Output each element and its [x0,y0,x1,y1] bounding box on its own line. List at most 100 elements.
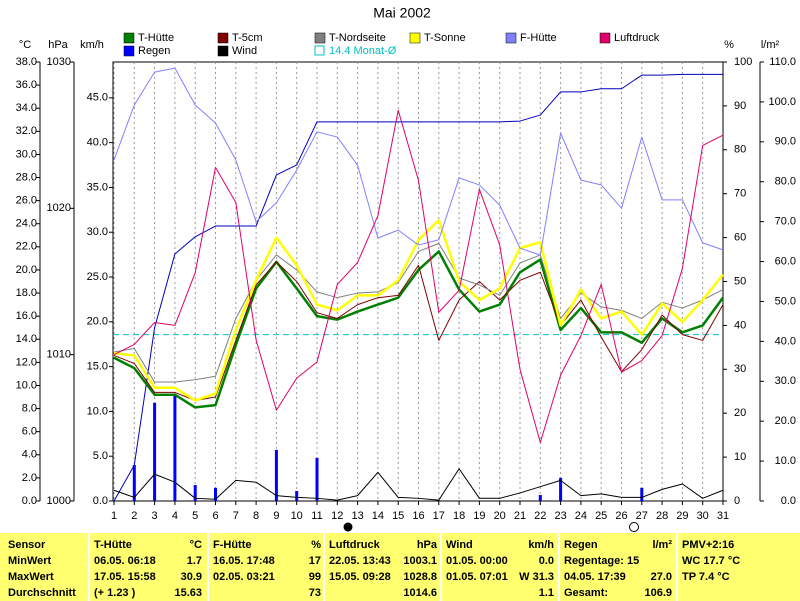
block-title: T-Hütte [94,539,132,551]
summary-table: Sensor MinWert MaxWert Durchschnitt T-Hütte °… [0,533,800,601]
axis-unit: km/h [80,39,104,51]
y-tick-label: 26.0 [16,195,37,207]
y-tick-label: 14.0 [16,333,37,345]
y-tick-label: 5.0 [93,450,108,462]
cell-right: 106.9 [644,587,672,599]
y-tick-label: 90.0 [775,136,796,148]
y-tick-label: 1010 [47,349,71,361]
cell-left: Regentage: 15 [564,555,640,567]
axis-unit: % [724,39,734,51]
rain-bar [640,487,644,501]
y-tick-label: 50.0 [775,295,796,307]
x-tick-label: 22 [534,510,546,522]
cell-left: WC 17.7 °C [682,555,741,567]
y-tick-label: 30.0 [16,148,37,160]
legend-swatch [314,45,325,56]
cell-left: 01.05. 00:00 [446,555,508,567]
y-tick-label: 100.0 [768,96,796,108]
legend-swatch [217,45,229,57]
x-tick-label: 2 [131,510,137,522]
x-tick-label: 9 [273,510,279,522]
separator [207,533,209,601]
x-tick-label: 23 [554,510,566,522]
y-tick-label: 40.0 [87,137,108,149]
y-tick-label: 22.0 [16,241,37,253]
x-tick-label: 3 [152,510,158,522]
series-line [113,109,724,443]
y-tick-label: 4.0 [22,449,37,461]
x-tick-label: 19 [473,510,485,522]
legend-swatch [123,32,135,44]
row-label: Durchschnitt [8,587,76,599]
legend-label: Regen [138,45,170,57]
rain-bar [538,495,542,501]
block-title: Wind [446,539,473,551]
y-tick-label: 0.0 [781,495,796,507]
series-line [113,219,724,402]
row-label: MaxWert [8,571,54,583]
x-tick-label: 28 [656,510,668,522]
y-tick-label: 110.0 [769,56,796,68]
x-tick-label: 8 [253,510,259,522]
y-tick-label: 40.0 [775,335,796,347]
cell-left: 06.05. 06:18 [94,555,156,567]
legend-label: 14.4 Monat-Ø [329,45,397,57]
x-tick-label: 11 [311,510,322,522]
cell-right: 15.63 [174,587,202,599]
cell-left: 04.05. 17:39 [564,571,626,583]
cell-right: 30.9 [180,571,202,583]
chart: Mai 2002 1 2 3 4 5 6 7 8 9 10 11 12 13 14 15 16 17 18 19 20… [16,5,796,532]
rain-bar [274,449,278,501]
block-title: F-Hütte [213,539,252,551]
x-tick-label: 24 [575,510,587,522]
y-tick-label: 70 [734,188,746,200]
cell-left: 15.05. 09:28 [329,571,391,583]
cell-left: (+ 1.23 ) [94,587,136,599]
cell-right: 0.0 [538,555,554,567]
x-tick-label: 1 [111,510,117,522]
separator [323,533,325,601]
block-unit: % [311,539,321,551]
y-tick-label: 12.0 [16,356,37,368]
x-tick-label: 18 [453,510,465,522]
cell-left: 02.05. 03:21 [213,571,275,583]
x-tick-label: 13 [351,510,363,522]
block-title: Luftdruck [329,539,380,551]
legend-label: F-Hütte [520,32,557,44]
block-unit: hPa [416,539,437,551]
cell-left: 01.05. 07:01 [446,571,508,583]
series-line [113,67,724,256]
row-label: Sensor [8,539,46,551]
y-tick-label: 30.0 [87,226,108,238]
y-tick-label: 0 [734,495,740,507]
rain-bar [173,394,177,501]
rain-bar [295,491,299,501]
x-tick-label: 5 [192,510,198,522]
rain-bar [214,487,217,501]
axis-unit: hPa [48,39,68,51]
legend-swatch [505,32,517,44]
legend-swatch [217,32,229,44]
block-unit: km/h [528,539,554,551]
moon-new [629,522,639,532]
x-tick-label: 17 [433,510,445,522]
separator [676,533,678,601]
cell-left: 16.05. 17:48 [213,555,275,567]
x-tick-label: 26 [615,510,627,522]
axis-unit: °C [19,39,31,51]
y-tick-label: 10.0 [87,405,108,417]
y-tick-label: 0.0 [93,495,108,507]
y-tick-label: 18.0 [16,287,37,299]
x-tick-label: 30 [697,510,709,522]
y-tick-label: 20.0 [775,415,796,427]
x-tick-label: 31 [717,510,729,522]
y-tick-label: 80 [734,144,746,156]
series-line [113,468,724,501]
cell-right: 17 [308,555,321,567]
y-tick-label: 30 [734,363,746,375]
y-tick-label: 60 [734,232,746,244]
rain-bar [315,457,319,501]
legend-swatch [599,32,611,44]
cell-left: 22.05. 13:43 [329,555,391,567]
x-tick-label: 10 [291,510,303,522]
